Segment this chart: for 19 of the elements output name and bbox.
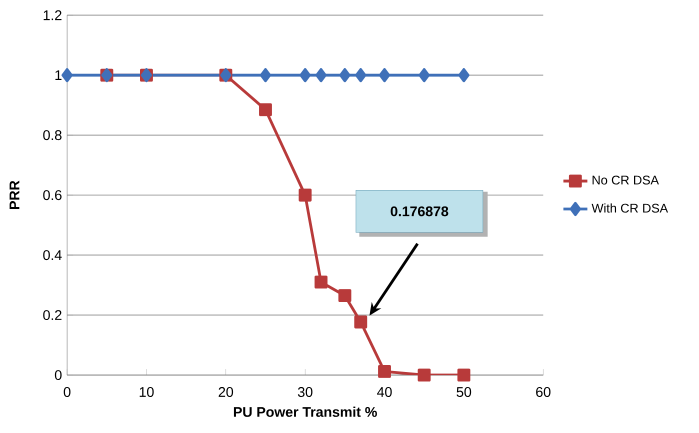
legend-label: No CR DSA bbox=[592, 176, 659, 185]
y-tick-label: 0.2 bbox=[43, 310, 62, 320]
x-tick-label: 50 bbox=[456, 387, 472, 397]
x-tick-label: 40 bbox=[377, 387, 392, 397]
x-tick-label: 30 bbox=[298, 387, 312, 397]
x-tick-label: 60 bbox=[536, 387, 550, 397]
x-tick-label: 0 bbox=[64, 387, 70, 397]
x-tick-label: 20 bbox=[218, 387, 234, 397]
y-tick-label: 1.2 bbox=[44, 10, 62, 20]
y-axis-title: PRR bbox=[10, 180, 20, 209]
y-tick-label: 0.8 bbox=[43, 130, 62, 140]
y-tick-label: 0.6 bbox=[43, 190, 62, 200]
x-tick-label: 10 bbox=[140, 387, 154, 397]
y-tick-label: 0 bbox=[54, 370, 62, 380]
y-tick-label: 0.4 bbox=[43, 250, 62, 260]
annotation: 0.176878 bbox=[390, 206, 448, 216]
legend-label: With CR DSA bbox=[592, 203, 668, 213]
y-tick-label: 1 bbox=[55, 70, 62, 80]
x-axis-title: PU Power Transmit % bbox=[234, 406, 377, 417]
